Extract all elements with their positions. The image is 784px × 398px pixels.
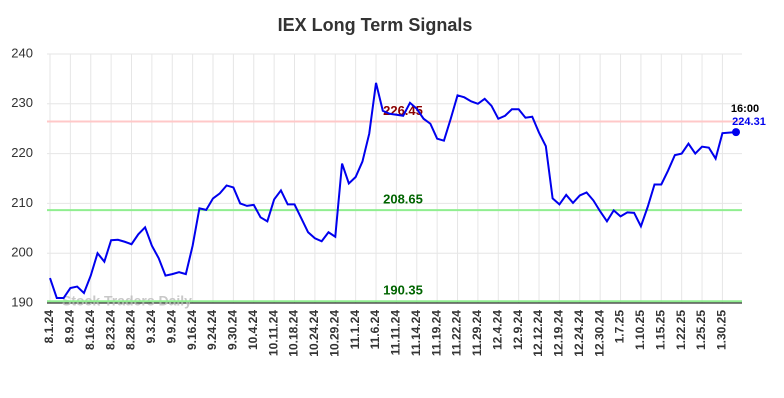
x-tick-label: 1.15.25 (653, 310, 667, 350)
x-tick-label: 9.24.24 (205, 310, 219, 350)
x-tick-label: 1.10.25 (633, 310, 647, 350)
signal-label: 208.65 (383, 192, 423, 207)
x-tick-label: 12.24.24 (572, 310, 586, 357)
x-tick-label: 10.11.24 (266, 310, 280, 356)
last-time: 16:00 (731, 103, 759, 115)
last-point (732, 128, 740, 137)
x-tick-label: 11.14.24 (409, 310, 423, 356)
x-tick-label: 1.30.25 (715, 310, 729, 350)
x-tick-label: 8.9.24 (63, 310, 77, 344)
y-tick-label: 210 (11, 195, 33, 210)
y-tick-label: 190 (11, 294, 33, 309)
x-tick-label: 8.1.24 (42, 310, 56, 344)
x-tick-label: 11.22.24 (450, 310, 464, 356)
y-tick-label: 240 (11, 45, 33, 60)
y-tick-label: 220 (11, 145, 33, 160)
x-tick-label: 12.19.24 (552, 310, 566, 357)
x-tick-label: 8.16.24 (83, 310, 97, 350)
x-tick-label: 9.30.24 (226, 310, 240, 350)
x-tick-label: 9.9.24 (164, 310, 178, 344)
x-tick-label: 10.4.24 (246, 310, 260, 350)
x-tick-label: 1.7.25 (613, 310, 627, 344)
x-tick-label: 12.4.24 (490, 310, 504, 350)
x-tick-label: 11.11.24 (389, 310, 403, 356)
x-tick-label: 11.6.24 (368, 310, 382, 350)
x-tick-label: 12.30.24 (592, 310, 606, 357)
chart-title: IEX Long Term Signals (278, 15, 473, 35)
x-tick-label: 8.23.24 (103, 310, 117, 350)
y-tick-label: 200 (11, 245, 33, 260)
price-line (49, 82, 737, 300)
x-tick-label: 11.19.24 (429, 310, 443, 356)
y-tick-label: 230 (11, 95, 33, 110)
x-tick-label: 11.1.24 (348, 310, 362, 350)
x-tick-label: 10.24.24 (307, 310, 321, 357)
x-tick-label: 9.3.24 (144, 310, 158, 344)
x-tick-label: 12.12.24 (531, 310, 545, 357)
x-tick-label: 10.29.24 (327, 310, 341, 357)
x-tick-label: 1.25.25 (694, 310, 708, 350)
x-tick-label: 10.18.24 (287, 310, 301, 357)
x-tick-label: 9.16.24 (185, 310, 199, 350)
signal-label: 190.35 (383, 283, 423, 298)
x-tick-label: 12.9.24 (511, 310, 525, 350)
x-tick-label: 1.22.25 (674, 310, 688, 350)
last-value: 224.31 (732, 116, 766, 128)
x-tick-label: 8.28.24 (124, 310, 138, 350)
x-tick-label: 11.29.24 (470, 310, 484, 356)
